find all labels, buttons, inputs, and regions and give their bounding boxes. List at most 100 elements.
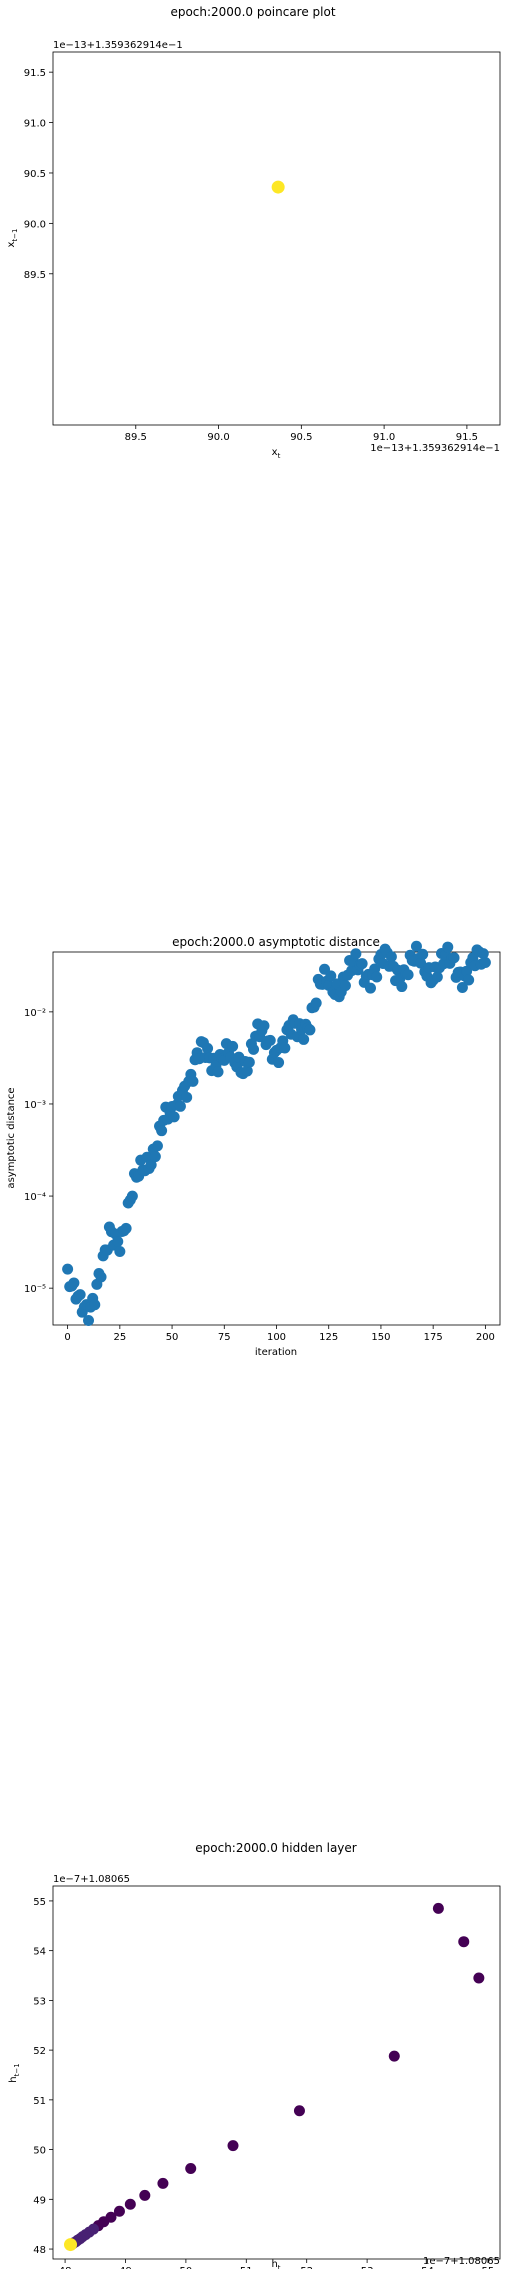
y-tick-label: 55 [33,1897,46,1908]
distance-point [264,1034,276,1046]
hidden-title: epoch:2000.0 hidden layer [195,1841,357,1855]
hidden-point [458,1936,470,1948]
poincare-x-offset-label: 1e−13+1.359362914e−1 [370,443,500,454]
distance-point [279,1042,291,1054]
distance-point [356,958,368,970]
y-tick-label: 90.0 [24,219,46,230]
hidden-y-ticks: 48 49 50 51 52 53 54 55 [33,1897,53,2256]
hidden-point [473,1972,485,1984]
x-tick-label: 50 [166,1332,179,1343]
distance-point [114,1245,126,1257]
y-tick-label: 51 [33,2096,46,2107]
distance-point [156,1125,168,1137]
distance-point [62,1263,74,1275]
asymptotic-title: epoch:2000.0 asymptotic distance [172,935,380,949]
distance-point [371,971,383,983]
x-tick-label: 125 [319,1332,338,1343]
distance-point [304,1024,316,1036]
y-tick-label: 91.5 [24,68,46,79]
distance-point [477,948,489,960]
distance-point [151,1140,163,1152]
x-tick-label: 48 [59,2266,72,2269]
hidden-x-offset-label: 1e−7+1.08065 [423,2256,500,2267]
hidden-y-offset-label: 1e−7+1.08065 [53,1874,130,1885]
distance-point [227,1040,239,1052]
distance-point [310,997,322,1009]
distance-point [350,948,362,960]
distance-point [431,971,443,983]
distance-point [417,948,429,960]
poincare-point [271,180,285,194]
y-tick-label: 10⁻⁴ [24,1192,46,1203]
distance-point [112,1235,124,1247]
y-tick-label: 49 [33,2195,46,2206]
hidden-point [157,2177,169,2189]
distance-point [364,982,376,994]
hidden-point [227,2140,239,2152]
x-tick-label: 75 [218,1332,231,1343]
y-tick-label: 10⁻⁵ [24,1284,46,1295]
distance-point [410,940,422,952]
x-tick-label: 91.0 [373,432,395,443]
hidden-x-label: ht [271,2259,280,2269]
asymptotic-y-ticks: 10⁻⁵ 10⁻⁴ 10⁻³ 10⁻² [24,1008,53,1295]
hidden-x-ticks: 48 49 50 51 52 53 54 55 [59,2259,495,2269]
x-tick-label: 53 [361,2266,374,2269]
distance-point [402,969,414,981]
y-tick-label: 10⁻² [24,1008,46,1019]
y-tick-label: 90.5 [24,169,46,180]
y-tick-label: 52 [33,2046,46,2057]
y-tick-label: 91.0 [24,119,46,130]
hidden-points [64,1902,485,2252]
x-tick-label: 54 [421,2266,434,2269]
x-tick-label: 25 [113,1332,126,1343]
poincare-y-offset-label: 1e−13+1.359362914e−1 [53,40,183,51]
poincare-y-label: xt−1 [6,229,19,248]
distance-point [212,1066,224,1078]
hidden-point [113,2205,125,2217]
hidden-plot-frame [52,1885,501,2260]
distance-point [202,1042,214,1054]
distance-point [442,941,454,953]
distance-point [248,1043,260,1055]
y-tick-label: 89.5 [24,270,46,281]
poincare-title: epoch:2000.0 poincare plot [170,5,335,19]
y-tick-label: 54 [33,1947,46,1958]
poincare-y-ticks: 89.5 90.0 90.5 91.0 91.5 [24,68,53,281]
distance-point [126,1190,138,1202]
asymptotic-plot-frame [52,951,501,1326]
distance-point [463,974,475,986]
distance-point [258,1020,270,1032]
distance-point [448,952,460,964]
distance-point [243,1056,255,1068]
distance-point [68,1277,80,1289]
y-tick-label: 10⁻³ [24,1100,46,1111]
x-tick-label: 55 [482,2266,495,2269]
distance-point [456,982,468,994]
y-tick-label: 50 [33,2146,46,2157]
distance-point [385,951,397,963]
distance-point [187,1075,199,1087]
x-tick-label: 49 [119,2266,132,2269]
poincare-points [271,180,285,194]
hidden-layer-chart: epoch:2000.0 hidden layer 1e−7+1.08065 4… [8,1841,501,2269]
distance-point [120,1222,132,1234]
distance-point [174,1100,186,1112]
asymptotic-x-label: iteration [255,1347,297,1358]
hidden-point [293,2105,305,2117]
x-tick-label: 100 [267,1332,286,1343]
hidden-point [432,1902,444,1914]
distance-point [89,1299,101,1311]
distance-point [145,1159,157,1171]
x-tick-label: 91.5 [456,432,478,443]
poincare-chart: epoch:2000.0 poincare plot 1e−13+1.35936… [6,5,501,460]
x-tick-label: 52 [300,2266,313,2269]
hidden-y-label: ht−1 [8,2063,21,2082]
asymptotic-points [62,940,491,1327]
distance-point [241,1065,253,1077]
hidden-point [185,2162,197,2174]
hidden-point [139,2189,151,2201]
distance-point [181,1091,193,1103]
distance-point [83,1315,95,1327]
